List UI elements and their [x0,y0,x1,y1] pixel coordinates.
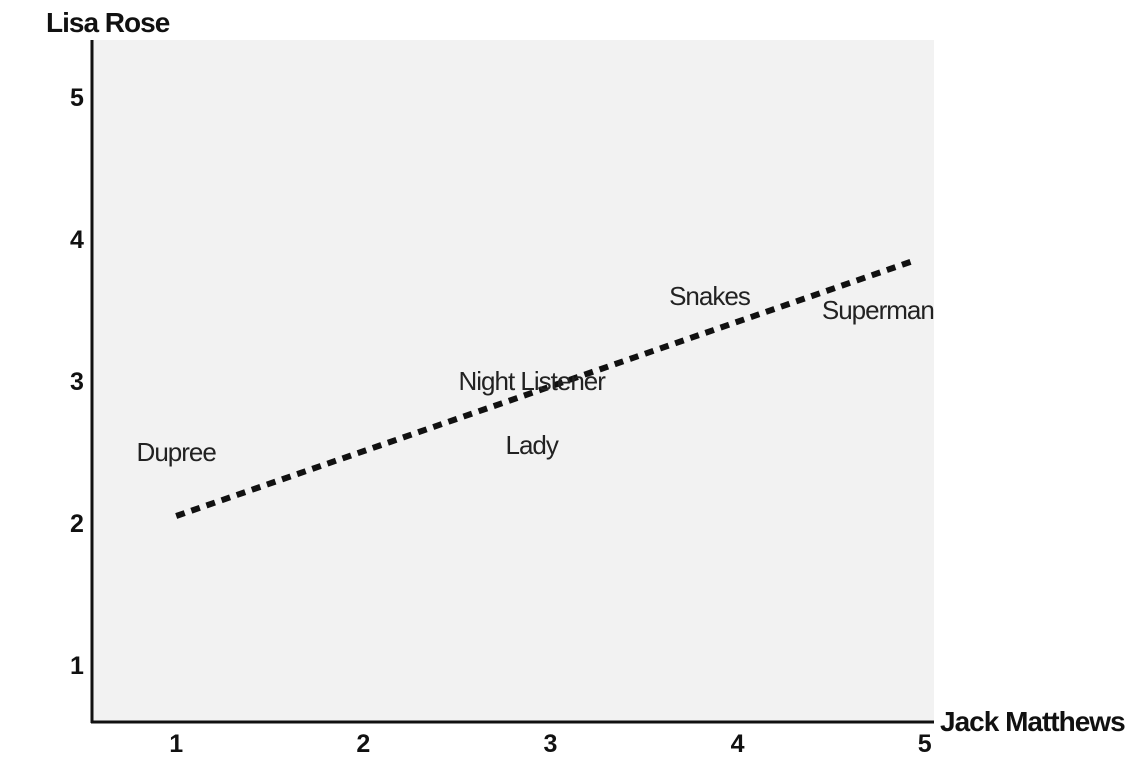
x-tick-label: 5 [918,730,932,758]
x-axis-title: Jack Matthews [940,706,1125,737]
y-tick-label: 3 [70,368,84,396]
y-tick-label: 2 [70,510,84,538]
point-labels-layer: Dupree Night Listener Lady Snakes Superman [137,281,935,467]
point-label: Superman [822,295,934,325]
trend-line [175,257,917,519]
plot-background [92,40,934,722]
trend-line-layer [175,257,917,519]
y-tick-label: 1 [70,652,84,680]
x-tick-label: 1 [169,730,183,758]
y-axis-title: Lisa Rose [46,7,170,38]
y-tick-label: 5 [70,84,84,112]
x-ticks-layer: 1 2 3 4 5 [169,730,931,758]
x-tick-label: 2 [356,730,370,758]
point-label: Night Listener [459,366,607,396]
point-label: Lady [506,430,559,460]
x-tick-label: 3 [543,730,557,758]
x-tick-label: 4 [731,730,745,758]
y-ticks-layer: 1 2 3 4 5 [70,84,84,680]
point-label: Snakes [669,281,751,311]
y-tick-label: 4 [70,226,84,254]
point-label: Dupree [137,437,217,467]
